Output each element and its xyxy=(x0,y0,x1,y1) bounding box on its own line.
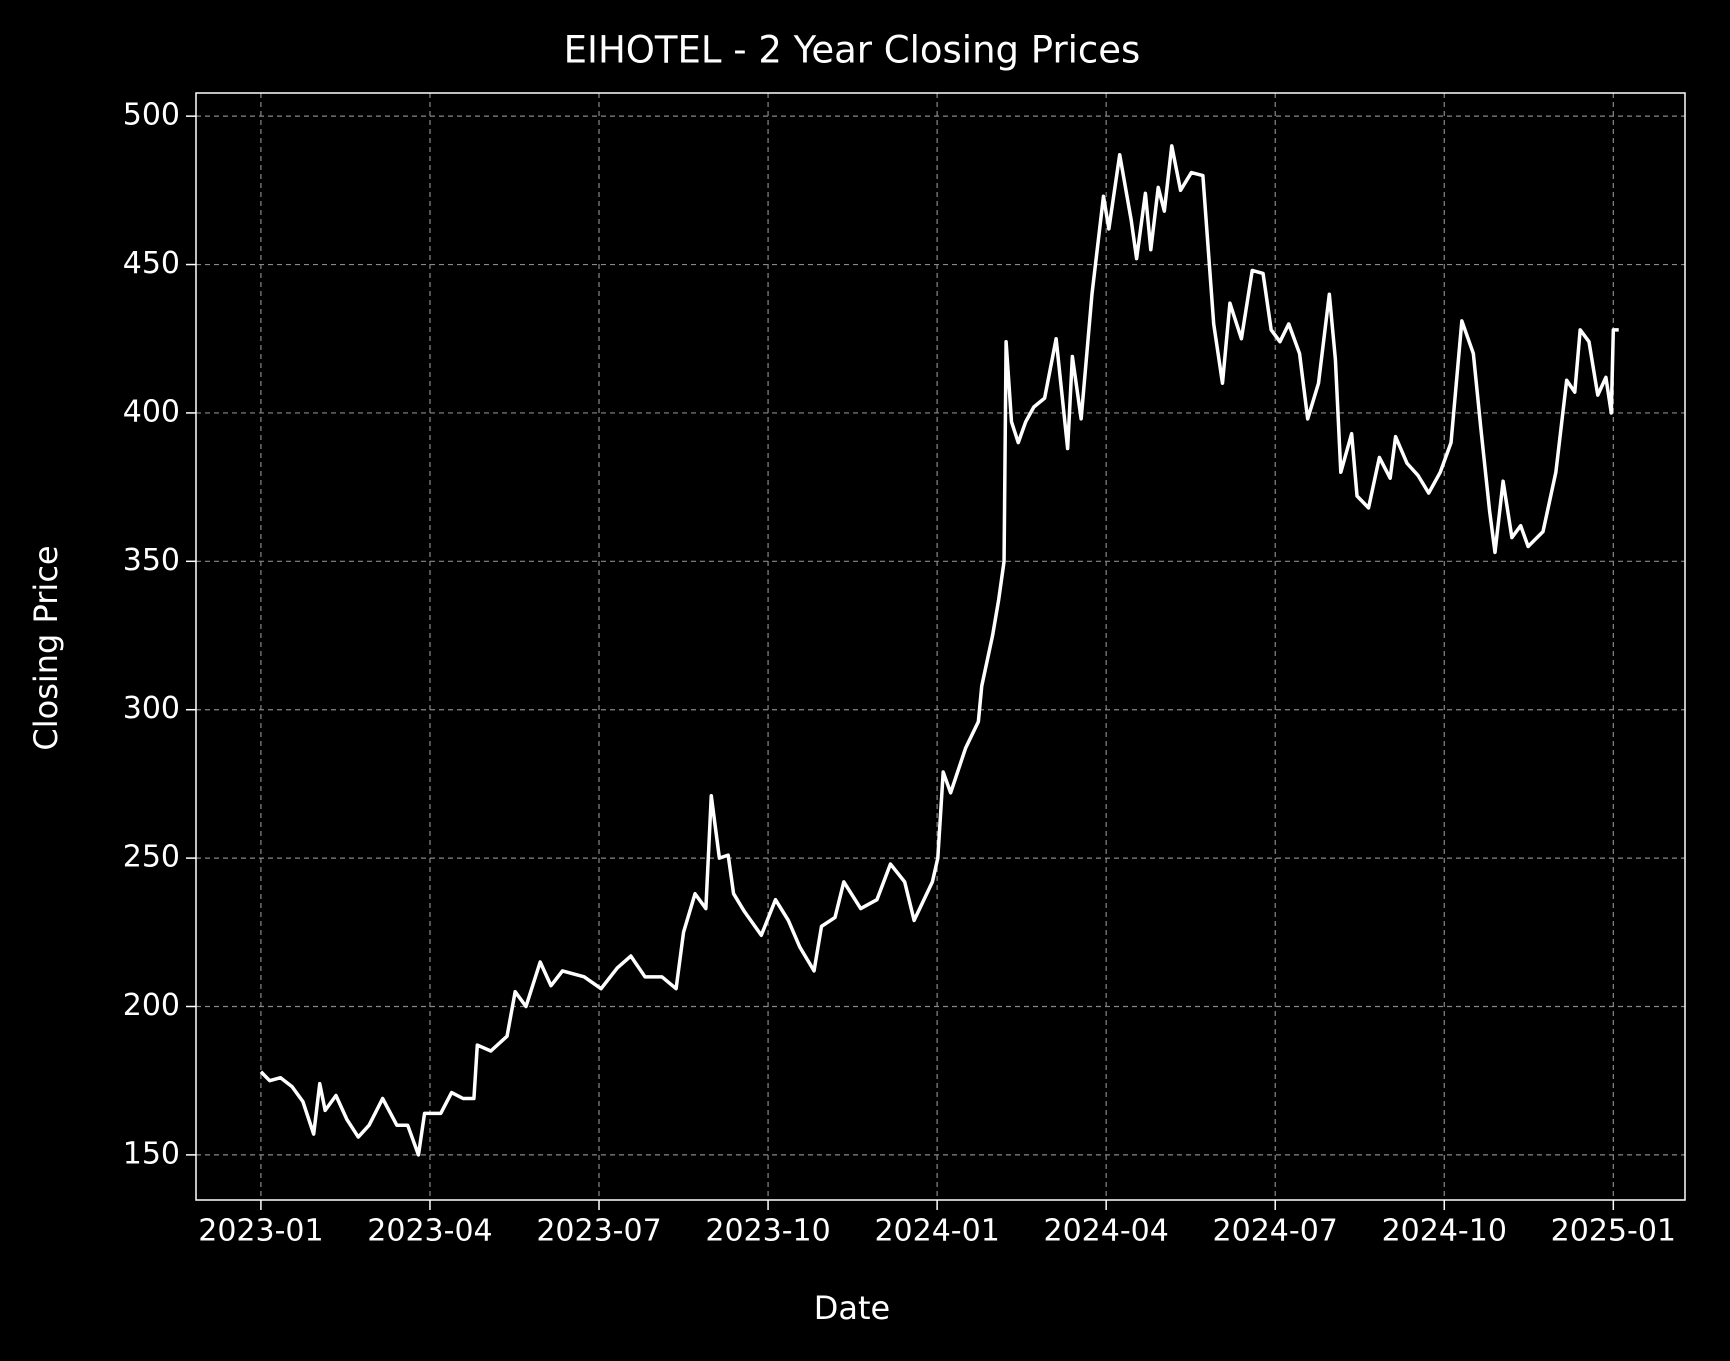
y-tick-label: 450 xyxy=(123,246,180,281)
y-tick-label: 400 xyxy=(123,394,180,429)
x-tick-label: 2024-07 xyxy=(1213,1214,1338,1249)
y-tick-label: 500 xyxy=(123,98,180,133)
x-tick-label: 2023-10 xyxy=(705,1214,830,1249)
x-tick-label: 2025-01 xyxy=(1551,1214,1676,1249)
y-tick-label: 150 xyxy=(123,1136,180,1171)
x-tick-label: 2024-01 xyxy=(874,1214,999,1249)
chart-title: EIHOTEL - 2 Year Closing Prices xyxy=(564,29,1141,72)
x-axis-label: Date xyxy=(814,1289,890,1327)
x-tick-label: 2023-07 xyxy=(536,1214,661,1249)
x-tick-label: 2023-04 xyxy=(367,1214,492,1249)
y-tick-label: 200 xyxy=(123,988,180,1023)
y-tick-label: 350 xyxy=(123,543,180,578)
price-line xyxy=(259,144,1619,1157)
x-tick-label: 2024-04 xyxy=(1043,1214,1168,1249)
x-tick-label: 2023-01 xyxy=(198,1214,323,1249)
y-tick-label: 250 xyxy=(123,840,180,875)
x-tick-label: 2024-10 xyxy=(1382,1214,1507,1249)
y-tick-label: 300 xyxy=(123,691,180,726)
plot-frame xyxy=(195,92,1686,1201)
y-axis-label: Closing Price xyxy=(27,545,65,750)
